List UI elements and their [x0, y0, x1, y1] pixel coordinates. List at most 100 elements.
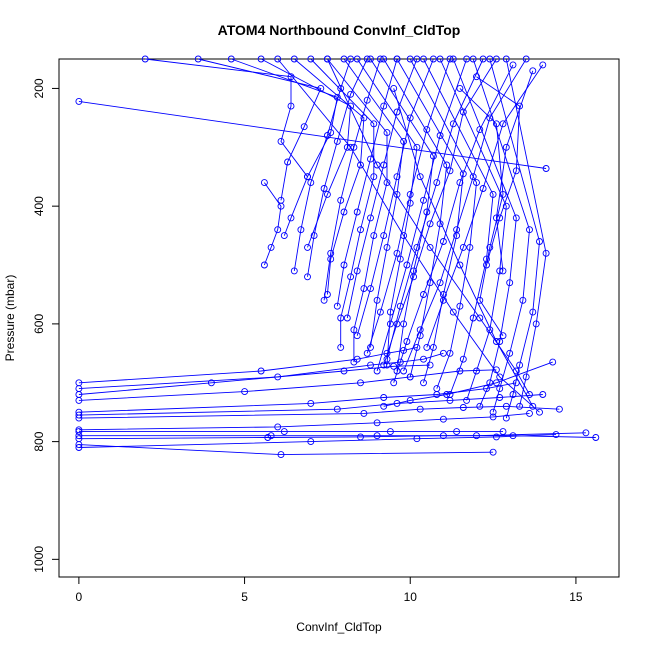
data-point: [310, 232, 318, 240]
data-point: [469, 55, 477, 63]
data-point: [320, 185, 328, 192]
data-point: [323, 132, 331, 139]
data-point: [549, 358, 557, 366]
data-point: [492, 379, 500, 387]
data-point: [323, 55, 331, 63]
data-point: [519, 296, 527, 304]
data-point: [207, 379, 215, 387]
series-line-12: [396, 58, 464, 383]
series-line-30: [307, 58, 368, 277]
data-point: [274, 55, 282, 63]
data-point: [376, 308, 384, 316]
data-point: [592, 434, 600, 441]
data-point: [396, 358, 404, 366]
series-line-32: [426, 64, 544, 348]
data-point: [509, 61, 517, 69]
data-point: [347, 90, 355, 98]
data-point: [353, 208, 361, 216]
series-line-11: [383, 58, 448, 378]
series-line-25: [366, 58, 451, 354]
chart-title: ATOM4 Northbound ConvInf_CldTop: [218, 22, 461, 38]
data-point: [522, 373, 530, 381]
data-point: [357, 226, 364, 234]
series-line-8: [343, 58, 405, 348]
data-point: [373, 161, 381, 169]
data-point: [141, 55, 149, 63]
series-line-34: [476, 76, 521, 266]
data-point: [340, 261, 348, 269]
data-point: [413, 243, 421, 251]
data-point: [449, 308, 457, 316]
data-point: [539, 61, 547, 69]
data-point: [307, 438, 315, 446]
data-point: [536, 408, 543, 416]
data-point: [75, 441, 83, 449]
data-point: [337, 343, 345, 351]
data-point: [526, 409, 533, 417]
data-point: [353, 355, 361, 363]
series-line-37: [277, 58, 540, 413]
data-point: [400, 320, 408, 328]
data-point: [456, 84, 464, 92]
data-point: [522, 55, 530, 63]
data-point: [370, 232, 378, 240]
data-point: [406, 114, 414, 122]
data-point: [241, 388, 249, 396]
y-tick-label: 800: [32, 431, 46, 451]
series-line-47: [78, 412, 530, 431]
y-tick-label: 600: [32, 314, 46, 334]
data-point: [323, 190, 331, 198]
data-point: [489, 408, 497, 416]
data-point: [380, 402, 388, 410]
data-point: [439, 432, 447, 440]
data-point: [436, 279, 444, 287]
data-point: [287, 102, 295, 110]
data-point: [512, 379, 520, 387]
data-point: [439, 349, 447, 357]
data-point: [75, 444, 83, 451]
data-point: [403, 261, 411, 269]
data-point: [555, 405, 563, 413]
data-point: [420, 379, 427, 387]
data-point: [456, 179, 464, 187]
series-line-51: [78, 444, 494, 456]
data-point: [353, 332, 361, 340]
data-point: [383, 349, 391, 357]
data-point: [373, 432, 381, 440]
data-point: [260, 261, 268, 269]
data-point: [429, 343, 437, 351]
series-line-49: [78, 432, 586, 437]
data-point: [400, 346, 408, 354]
series-line-21: [393, 64, 514, 383]
series-line-35: [459, 88, 504, 336]
data-point: [532, 320, 540, 328]
data-point: [327, 249, 335, 257]
data-point: [552, 431, 560, 439]
data-point: [307, 55, 315, 63]
data-point: [410, 273, 418, 281]
data-point: [502, 55, 510, 63]
data-point: [463, 396, 471, 404]
data-point: [227, 55, 235, 63]
data-point: [446, 167, 454, 175]
data-point: [75, 396, 83, 404]
data-point: [406, 190, 414, 198]
data-point: [383, 129, 391, 137]
data-point: [396, 302, 404, 310]
data-point: [323, 291, 331, 298]
data-point: [486, 379, 494, 387]
data-point: [284, 158, 292, 166]
data-point: [290, 55, 298, 63]
data-point: [194, 55, 202, 63]
data-point: [367, 155, 374, 163]
data-point: [469, 173, 477, 181]
data-point: [463, 55, 471, 63]
data-point: [453, 428, 461, 436]
data-point: [380, 102, 388, 110]
data-point: [393, 173, 401, 181]
data-point: [337, 314, 345, 322]
data-point: [370, 120, 378, 128]
x-tick-label: 0: [76, 590, 83, 604]
y-axis-label: Pressure (mbar): [3, 275, 17, 362]
series-line-52: [78, 434, 557, 448]
